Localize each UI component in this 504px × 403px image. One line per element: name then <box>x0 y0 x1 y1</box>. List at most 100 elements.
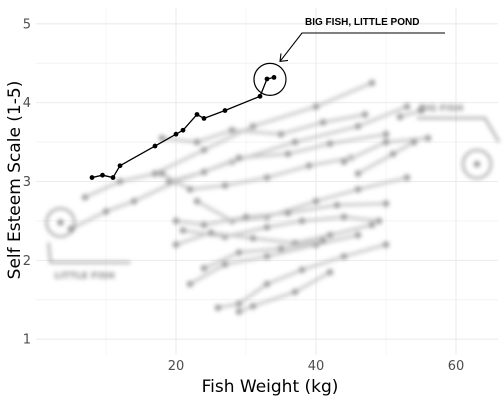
background-series-point <box>326 140 334 147</box>
background-series-point <box>319 237 327 244</box>
annotation-leader <box>279 32 445 62</box>
y-tick-label: 5 <box>23 17 31 32</box>
background-series-point <box>417 107 425 114</box>
background-series-point <box>200 168 208 176</box>
background-series-line <box>161 156 352 191</box>
background-series-point <box>326 268 334 276</box>
highlight-series-point <box>173 131 179 137</box>
background-series-point <box>354 231 362 239</box>
background-series-point <box>340 158 348 165</box>
annotation-arrowhead <box>279 53 289 63</box>
background-series-point <box>389 150 397 158</box>
background-series-point <box>354 123 362 130</box>
background-series-line <box>182 215 380 239</box>
background-series-point <box>263 174 271 181</box>
background-series-line <box>175 202 387 227</box>
background-series-point <box>424 134 432 142</box>
background-series-point <box>172 241 180 248</box>
background-series-point <box>151 170 159 177</box>
highlight-series-line <box>91 76 275 179</box>
x-tick-label: 60 <box>448 359 465 374</box>
highlight-series-point <box>152 143 158 149</box>
background-series-point <box>200 146 208 154</box>
background-series-point <box>354 170 362 177</box>
big-fish-leader <box>417 117 500 143</box>
highlight-series <box>89 75 277 180</box>
background-series-line <box>161 112 366 144</box>
background-series-point <box>235 249 243 256</box>
big-fish-circle <box>462 149 492 180</box>
background-series-point <box>312 103 320 110</box>
background-series-point <box>235 300 243 307</box>
background-series-point <box>116 178 124 185</box>
background-series-point <box>382 130 390 138</box>
background-series-point <box>410 138 418 146</box>
background-series-point <box>102 208 110 215</box>
background-series-point <box>375 217 383 225</box>
background-series-point <box>277 245 285 252</box>
big-fish-point <box>474 161 480 168</box>
background-series-point <box>172 217 180 225</box>
background-series-point <box>333 201 341 209</box>
background-series-point <box>403 103 411 110</box>
background-series-point <box>284 150 292 158</box>
background-series-point <box>291 288 299 296</box>
y-tick-label: 3 <box>23 175 31 190</box>
highlight-series-point <box>100 172 105 178</box>
little-fish-circle <box>45 207 76 238</box>
background-series-point <box>158 170 166 177</box>
background-series-point <box>291 138 299 146</box>
x-axis-title: Fish Weight (kg) <box>202 377 339 397</box>
big-fish-label: BIG FISH <box>419 104 463 114</box>
background-series-point <box>403 174 411 181</box>
highlight-series-point <box>222 108 228 113</box>
background-series-line <box>217 243 387 310</box>
background-series-point <box>200 221 208 229</box>
background-series-point <box>263 253 271 260</box>
background-series-line <box>196 176 408 223</box>
background-series-point <box>193 138 201 146</box>
background-series-point <box>249 123 257 130</box>
big-fish-little-pond-circle <box>253 62 287 97</box>
background-series-point <box>263 224 271 231</box>
x-tick-label: 40 <box>308 359 325 374</box>
background-series-point <box>368 79 376 87</box>
background-series-point <box>130 198 138 205</box>
background-series-point <box>298 266 306 274</box>
background-series-point <box>249 235 257 242</box>
grid <box>36 8 498 355</box>
background-series-line <box>399 109 422 119</box>
background-series-point <box>200 265 208 272</box>
background-series-point <box>81 194 89 201</box>
background-series-point <box>298 217 306 225</box>
highlight-series-point <box>117 163 123 169</box>
background-series-line <box>168 132 387 183</box>
background-series-point <box>235 154 243 162</box>
background-series-point <box>221 261 229 268</box>
y-tick-label: 1 <box>23 333 31 348</box>
y-tick-label: 4 <box>23 96 31 111</box>
highlight-series-point <box>264 76 270 82</box>
background-series-point <box>186 186 194 193</box>
background-series-point <box>340 253 348 260</box>
background-series-point <box>207 229 215 236</box>
y-axis-title: Self Esteem Scale (1-5) <box>5 81 25 280</box>
background-series <box>67 79 432 315</box>
highlight-series-point <box>110 175 116 180</box>
background-series-point <box>305 162 313 169</box>
highlight-series-point <box>180 127 186 133</box>
background-series-point <box>249 302 257 310</box>
annotations: BIG FISH, LITTLE POND <box>253 17 445 97</box>
background-series-point <box>340 213 348 221</box>
little-fish-leader <box>47 242 131 264</box>
background-series-point <box>382 200 390 207</box>
background-series-line <box>203 239 324 270</box>
blurred-annotations: BIG FISH LITTLE FISH <box>45 104 500 282</box>
background-series-point <box>361 111 369 118</box>
little-fish-point <box>57 219 64 226</box>
background-series-point <box>214 304 222 311</box>
background-series-point <box>235 308 243 315</box>
background-series-point <box>368 221 376 229</box>
background-series-point <box>312 198 320 205</box>
